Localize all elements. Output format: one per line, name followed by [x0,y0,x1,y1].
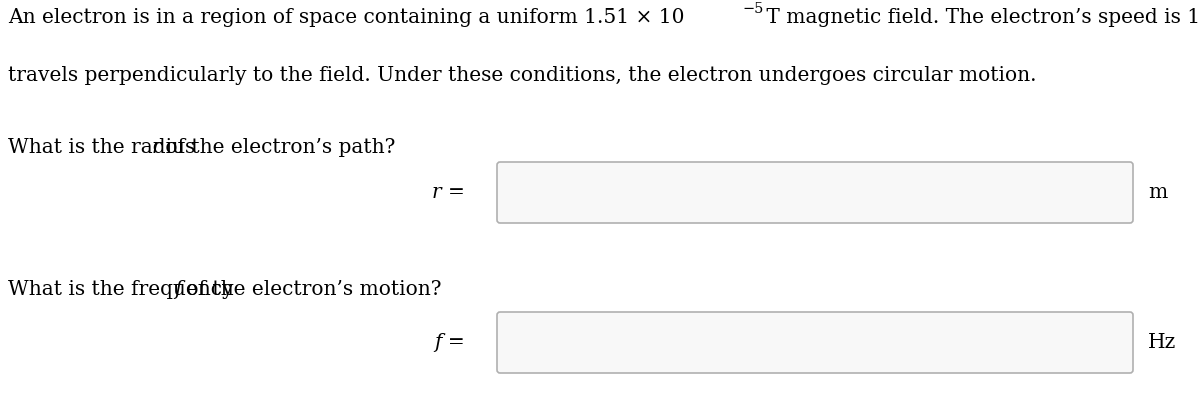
Text: r: r [151,138,161,157]
Text: f: f [174,280,181,299]
Text: f =: f = [434,332,466,351]
Text: T magnetic field. The electron’s speed is 117 m/s and it: T magnetic field. The electron’s speed i… [760,8,1200,27]
Text: What is the radius: What is the radius [8,138,202,157]
Text: An electron is in a region of space containing a uniform 1.51 × 10: An electron is in a region of space cont… [8,8,684,27]
Text: of the electron’s motion?: of the electron’s motion? [180,280,442,299]
Text: of the electron’s path?: of the electron’s path? [160,138,396,157]
Text: travels perpendicularly to the field. Under these conditions, the electron under: travels perpendicularly to the field. Un… [8,66,1037,85]
FancyBboxPatch shape [497,312,1133,373]
Text: −5: −5 [742,2,763,16]
Text: What is the frequency: What is the frequency [8,280,240,299]
Text: m: m [1148,183,1168,201]
Text: r =: r = [432,183,466,201]
FancyBboxPatch shape [497,162,1133,223]
Text: Hz: Hz [1148,332,1176,351]
